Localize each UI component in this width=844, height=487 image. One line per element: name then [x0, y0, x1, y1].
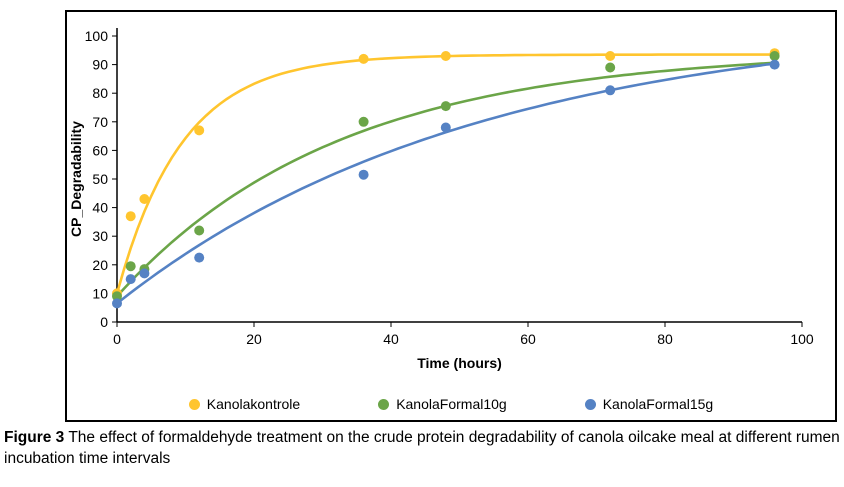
legend-item-kanolaformal10g: KanolaFormal10g: [378, 396, 507, 412]
x-tick-label: 20: [246, 331, 262, 347]
legend-label: KanolaFormal10g: [396, 396, 507, 412]
legend-marker-icon: [188, 398, 200, 410]
trend-curve-kanolaformal15g: [115, 62, 776, 305]
caption-figure-number: Figure 3: [4, 429, 65, 446]
legend-label: Kanolakontrole: [206, 396, 301, 412]
data-point-kanolakontrole: [139, 194, 150, 204]
x-tick-label: 40: [383, 331, 399, 347]
y-axis-title: CP_Degradability: [68, 121, 84, 237]
y-tick-label: 50: [92, 171, 108, 187]
y-tick-label: 30: [92, 228, 108, 244]
data-point-kanolakontrole: [440, 51, 451, 61]
legend-label: KanolaFormal15g: [602, 396, 714, 412]
y-tick-label: 10: [92, 285, 108, 301]
legend-item-kanolaformal15g: KanolaFormal15g: [584, 396, 714, 412]
data-point-kanolaformal15g: [139, 268, 150, 279]
data-point-kanolaformal10g: [605, 62, 616, 73]
data-point-kanolakontrole: [125, 211, 136, 222]
x-tick-label: 0: [113, 331, 121, 347]
y-tick-label: 40: [92, 200, 108, 216]
data-point-kanolaformal10g: [358, 116, 369, 127]
chart-frame: 0 10 20 30 40 50 60 70 80 90 100 0 20 40 60 80 100 Time (…: [65, 10, 837, 422]
y-tick-label: 100: [85, 28, 109, 44]
x-axis-title: Time (hours): [417, 355, 502, 371]
x-tick-label: 100: [790, 331, 814, 347]
data-point-kanolaformal10g: [769, 51, 780, 61]
data-point-kanolaformal15g: [125, 274, 136, 285]
data-point-kanolaformal15g: [112, 298, 122, 309]
legend-item-kanolakontrole: Kanolakontrole: [188, 396, 301, 412]
data-point-kanolakontrole: [605, 51, 616, 61]
legend-marker-icon: [378, 398, 390, 410]
data-point-kanolakontrole: [358, 53, 369, 64]
data-point-kanolaformal15g: [194, 252, 205, 263]
data-point-kanolaformal10g: [125, 261, 136, 272]
y-tick-label: 0: [100, 314, 108, 330]
y-tick-label: 70: [92, 114, 108, 130]
y-tick-label: 60: [92, 142, 108, 158]
data-point-kanolaformal15g: [358, 169, 369, 180]
data-point-kanolaformal15g: [605, 85, 616, 96]
y-tick-label: 20: [92, 257, 108, 273]
data-point-kanolaformal15g: [440, 122, 451, 133]
trend-curve-kanolaformal10g: [115, 61, 776, 298]
cp-degradability-chart: 0 10 20 30 40 50 60 70 80 90 100 0 20 40 60 80 100 Time (…: [68, 28, 814, 371]
data-point-kanolaformal10g: [112, 291, 122, 302]
caption-text: The effect of formaldehyde treatment on …: [4, 429, 840, 467]
data-point-kanolakontrole: [194, 125, 205, 136]
legend-marker-icon: [584, 398, 596, 410]
trend-curve-kanolakontrole: [115, 53, 776, 295]
y-tick-label: 90: [92, 57, 108, 73]
y-tick-label: 80: [92, 85, 108, 101]
x-tick-label: 80: [657, 331, 673, 347]
x-tick-label: 60: [520, 331, 536, 347]
data-point-kanolaformal15g: [769, 59, 780, 70]
chart-legend: Kanolakontrole KanolaFormal10g KanolaForma…: [67, 396, 835, 412]
figure-caption: Figure 3 The effect of formaldehyde trea…: [4, 428, 840, 470]
data-point-kanolaformal10g: [440, 101, 451, 112]
data-point-kanolaformal10g: [194, 225, 205, 236]
